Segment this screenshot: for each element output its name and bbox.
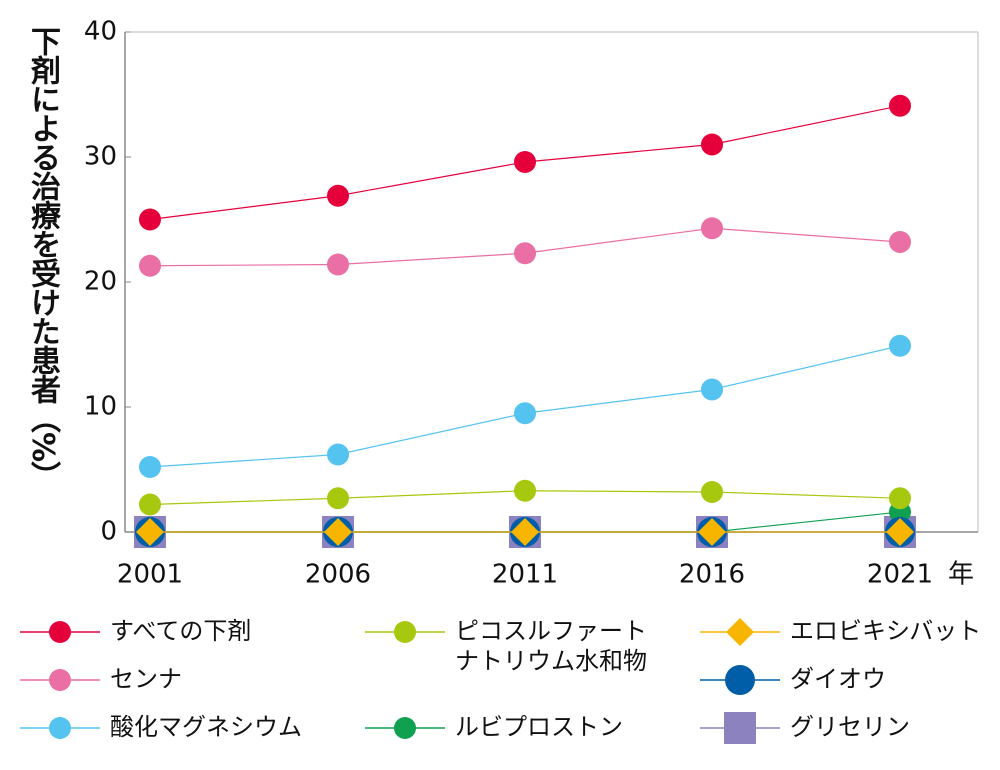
marker: [511, 518, 539, 546]
marker: [726, 618, 754, 646]
marker: [701, 481, 723, 503]
marker: [701, 133, 723, 156]
marker: [889, 231, 911, 253]
marker: [514, 479, 536, 502]
y-tick-label: 40: [84, 17, 117, 47]
marker: [139, 208, 161, 231]
marker: [139, 493, 161, 516]
marker: [136, 518, 164, 546]
marker: [514, 242, 536, 265]
marker: [701, 217, 723, 240]
marker: [514, 402, 536, 425]
marker: [139, 456, 161, 478]
marker: [49, 669, 71, 691]
marker: [327, 253, 349, 276]
y-axis-label: 下剤による治療を受けた患者（%）: [25, 26, 60, 491]
marker: [724, 712, 756, 744]
legend-label: 酸化マグネシウム: [110, 713, 302, 741]
x-tick-label: 2001: [117, 560, 183, 590]
series: [136, 518, 914, 546]
marker: [327, 184, 349, 207]
y-tick-label: 0: [100, 517, 117, 547]
series: [139, 479, 911, 516]
legend-label: グリセリン: [790, 713, 910, 741]
series: [139, 334, 911, 478]
marker: [889, 334, 911, 357]
marker: [49, 717, 71, 739]
marker: [889, 487, 911, 510]
marker: [394, 621, 416, 643]
x-tick-label: 2021: [867, 560, 933, 590]
series: [139, 94, 911, 231]
marker: [139, 254, 161, 277]
marker: [327, 443, 349, 466]
legend-label: ダイオウ: [790, 665, 886, 693]
marker: [886, 518, 914, 546]
legend-label: ピコスルファートナトリウム水和物: [455, 617, 647, 675]
legend-label: すべての下剤: [110, 617, 252, 645]
legend-label: センナ: [110, 665, 182, 693]
marker: [324, 518, 352, 546]
x-unit-label: 年: [948, 560, 974, 590]
marker: [514, 151, 536, 173]
marker: [889, 94, 911, 117]
y-tick-label: 20: [84, 267, 117, 297]
x-tick-label: 2011: [492, 560, 558, 590]
marker: [698, 518, 726, 546]
marker: [49, 621, 71, 643]
legend-label: ルビプロストン: [455, 713, 623, 741]
y-tick-label: 10: [84, 392, 117, 422]
series: [139, 217, 911, 277]
y-tick-label: 30: [84, 142, 117, 172]
marker: [725, 665, 755, 695]
x-tick-label: 2006: [305, 560, 371, 590]
marker: [394, 717, 416, 739]
marker: [327, 487, 349, 510]
marker: [701, 378, 723, 401]
x-tick-label: 2016: [679, 560, 745, 590]
legend-label: エロビキシバット: [790, 617, 982, 645]
